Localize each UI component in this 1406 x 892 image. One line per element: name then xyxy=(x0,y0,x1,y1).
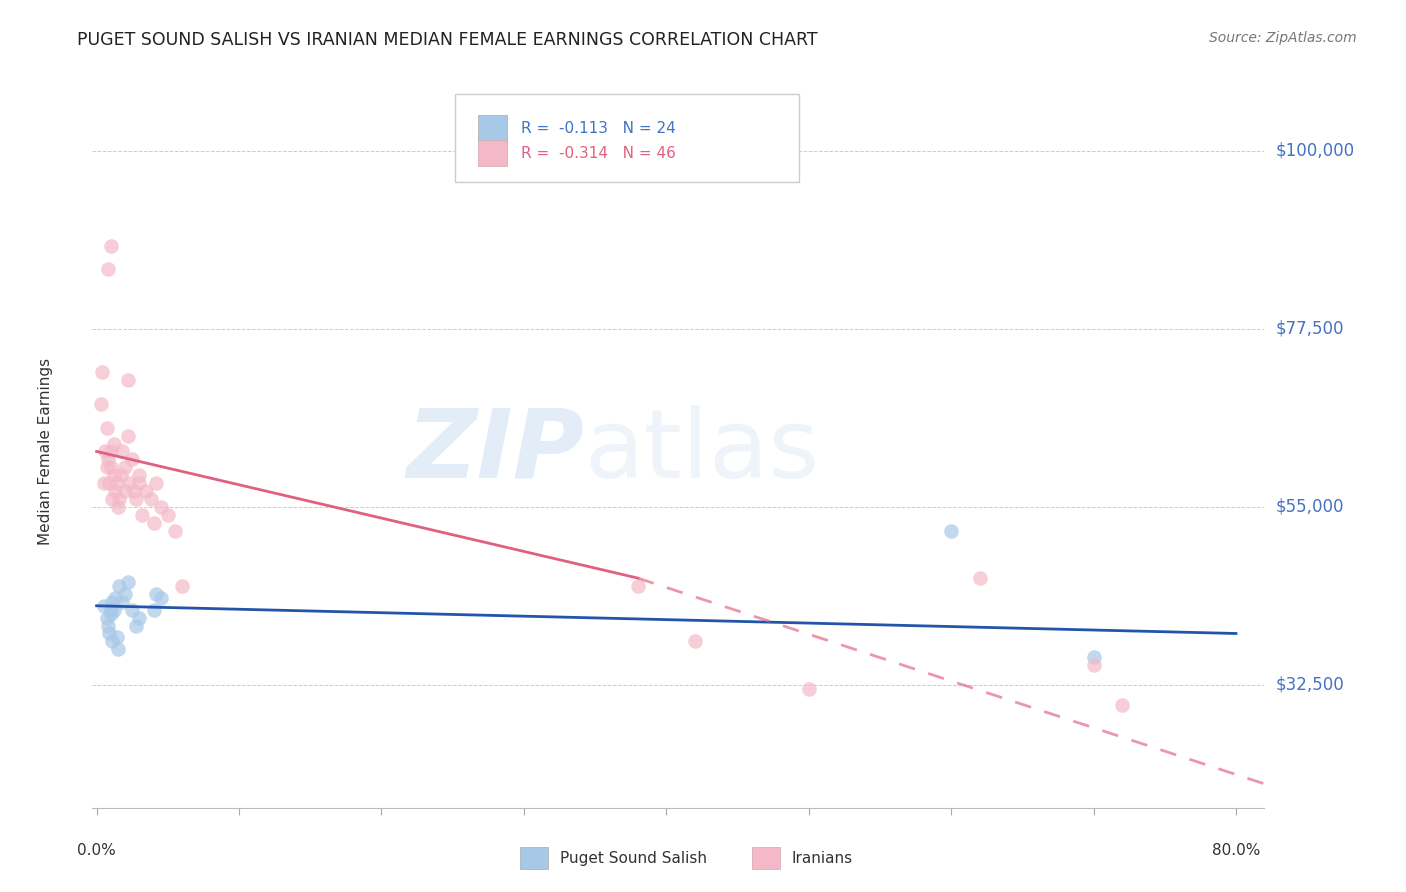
Point xyxy=(97,262,120,277)
Point xyxy=(105,476,128,491)
Point xyxy=(122,483,145,498)
Text: Iranians: Iranians xyxy=(792,851,852,865)
Text: ZIP: ZIP xyxy=(406,405,585,498)
Text: 80.0%: 80.0% xyxy=(1212,843,1260,858)
Point xyxy=(96,610,118,624)
Point xyxy=(104,483,127,498)
Text: Median Female Earnings: Median Female Earnings xyxy=(38,358,53,545)
Point xyxy=(100,607,122,621)
Point xyxy=(939,524,962,538)
Point xyxy=(108,579,131,593)
Point xyxy=(121,603,143,617)
Text: R =  -0.113   N = 24: R = -0.113 N = 24 xyxy=(520,120,675,136)
Point xyxy=(103,468,125,483)
Point xyxy=(117,428,139,442)
Point xyxy=(149,500,172,514)
Point xyxy=(107,500,129,514)
Point xyxy=(156,508,179,522)
Point xyxy=(125,491,148,506)
Point xyxy=(118,476,141,491)
Point xyxy=(128,476,150,491)
Point xyxy=(93,476,115,491)
Point xyxy=(1111,698,1133,712)
Point xyxy=(96,420,118,434)
Point xyxy=(145,476,167,491)
Point xyxy=(91,365,114,379)
Point xyxy=(797,681,820,696)
Point xyxy=(627,579,650,593)
Point xyxy=(96,460,118,475)
Point xyxy=(98,476,121,491)
Point xyxy=(114,483,136,498)
Point xyxy=(101,634,124,648)
Point xyxy=(108,491,131,506)
Point xyxy=(145,587,167,601)
Point xyxy=(111,595,134,609)
Point xyxy=(1083,658,1105,673)
Point xyxy=(683,634,706,648)
Point xyxy=(107,642,129,657)
Point xyxy=(125,618,148,632)
Point xyxy=(111,444,134,458)
Point xyxy=(97,618,120,632)
Point xyxy=(121,452,143,467)
Point xyxy=(101,595,124,609)
Text: Source: ZipAtlas.com: Source: ZipAtlas.com xyxy=(1209,31,1357,45)
Point xyxy=(969,571,991,585)
Text: atlas: atlas xyxy=(585,405,820,498)
Point xyxy=(100,460,122,475)
Point xyxy=(104,591,127,605)
Point xyxy=(101,491,124,506)
Point xyxy=(135,483,157,498)
Point xyxy=(110,468,132,483)
Point xyxy=(142,603,165,617)
Point xyxy=(98,626,121,640)
Text: $55,000: $55,000 xyxy=(1275,498,1344,516)
Point xyxy=(105,631,128,645)
Point xyxy=(142,516,165,530)
Text: $77,500: $77,500 xyxy=(1275,319,1344,338)
Point xyxy=(100,444,122,458)
Point xyxy=(90,397,112,411)
Text: $32,500: $32,500 xyxy=(1275,676,1344,694)
Text: PUGET SOUND SALISH VS IRANIAN MEDIAN FEMALE EARNINGS CORRELATION CHART: PUGET SOUND SALISH VS IRANIAN MEDIAN FEM… xyxy=(77,31,818,49)
Point xyxy=(128,610,150,624)
Point xyxy=(149,591,172,605)
Point xyxy=(100,603,122,617)
Point xyxy=(117,373,139,387)
Point xyxy=(103,603,125,617)
Point xyxy=(103,436,125,450)
Point xyxy=(128,468,150,483)
Point xyxy=(93,599,115,613)
Point xyxy=(170,579,193,593)
Point xyxy=(1083,650,1105,665)
Point xyxy=(100,238,122,252)
Point xyxy=(139,491,162,506)
Text: R =  -0.314   N = 46: R = -0.314 N = 46 xyxy=(520,145,675,161)
Point xyxy=(117,575,139,590)
Point xyxy=(163,524,186,538)
Point xyxy=(114,587,136,601)
Point xyxy=(94,444,117,458)
Point xyxy=(114,460,136,475)
Text: Puget Sound Salish: Puget Sound Salish xyxy=(560,851,707,865)
Point xyxy=(131,508,153,522)
Text: $100,000: $100,000 xyxy=(1275,142,1355,160)
Text: 0.0%: 0.0% xyxy=(77,843,115,858)
Point xyxy=(97,452,120,467)
